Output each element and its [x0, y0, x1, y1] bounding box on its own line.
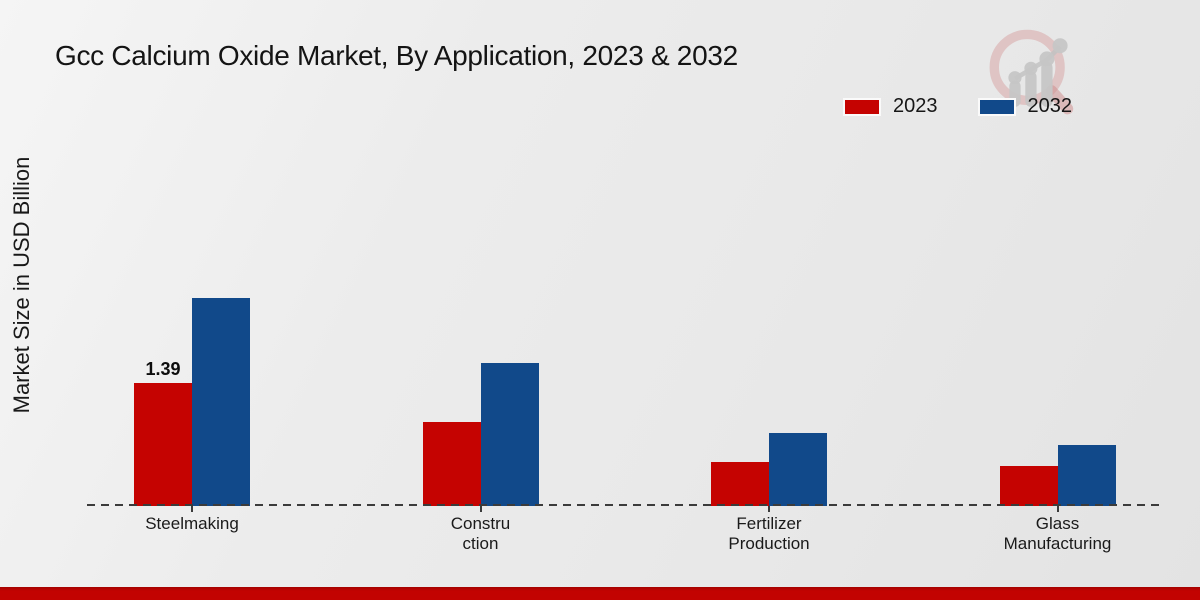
- category-label-construction: Constru ction: [450, 514, 511, 553]
- x-axis-tick-glass-manufacturing: [1056, 506, 1059, 512]
- category-label-fertilizer-production: Fertilizer Production: [728, 514, 810, 553]
- legend: 2023 2032: [843, 95, 1072, 118]
- category-label-steelmaking: Steelmaking: [145, 514, 239, 533]
- bar-2032-construction: [480, 363, 539, 506]
- y-axis-label: Market Size in USD Billion: [9, 156, 34, 414]
- category-label-glass-manufacturing: Glass Manufacturing: [1003, 514, 1112, 553]
- footer-accent-bar: [0, 587, 1200, 600]
- legend-item-2023: 2023: [843, 95, 938, 118]
- bar-2023-construction: [422, 422, 481, 506]
- x-axis-tick-construction: [479, 506, 482, 512]
- x-axis-baseline: [87, 504, 1162, 506]
- legend-swatch-2032-icon: [977, 97, 1016, 116]
- bar-2023-fertilizer-production: [711, 462, 769, 506]
- chart-title: Gcc Calcium Oxide Market, By Application…: [55, 40, 738, 71]
- legend-swatch-2023-icon: [843, 97, 881, 116]
- magnifier-bar-chart-logo-icon: [989, 29, 1074, 115]
- x-axis-tick-fertilizer-production: [768, 506, 770, 512]
- bar-2023-steelmaking: [134, 383, 192, 506]
- bar-2032-steelmaking: [192, 298, 250, 506]
- data-label-2023-steelmaking: 1.39: [145, 359, 181, 379]
- bar-2032-fertilizer-production: [769, 433, 827, 506]
- bar-2023-glass-manufacturing: [999, 466, 1058, 506]
- bar-2032-glass-manufacturing: [1057, 445, 1116, 506]
- legend-item-2032: 2032: [977, 95, 1073, 118]
- legend-label-2023: 2023: [893, 95, 938, 117]
- x-axis-tick-steelmaking: [191, 506, 193, 512]
- legend-label-2032: 2032: [1027, 95, 1073, 117]
